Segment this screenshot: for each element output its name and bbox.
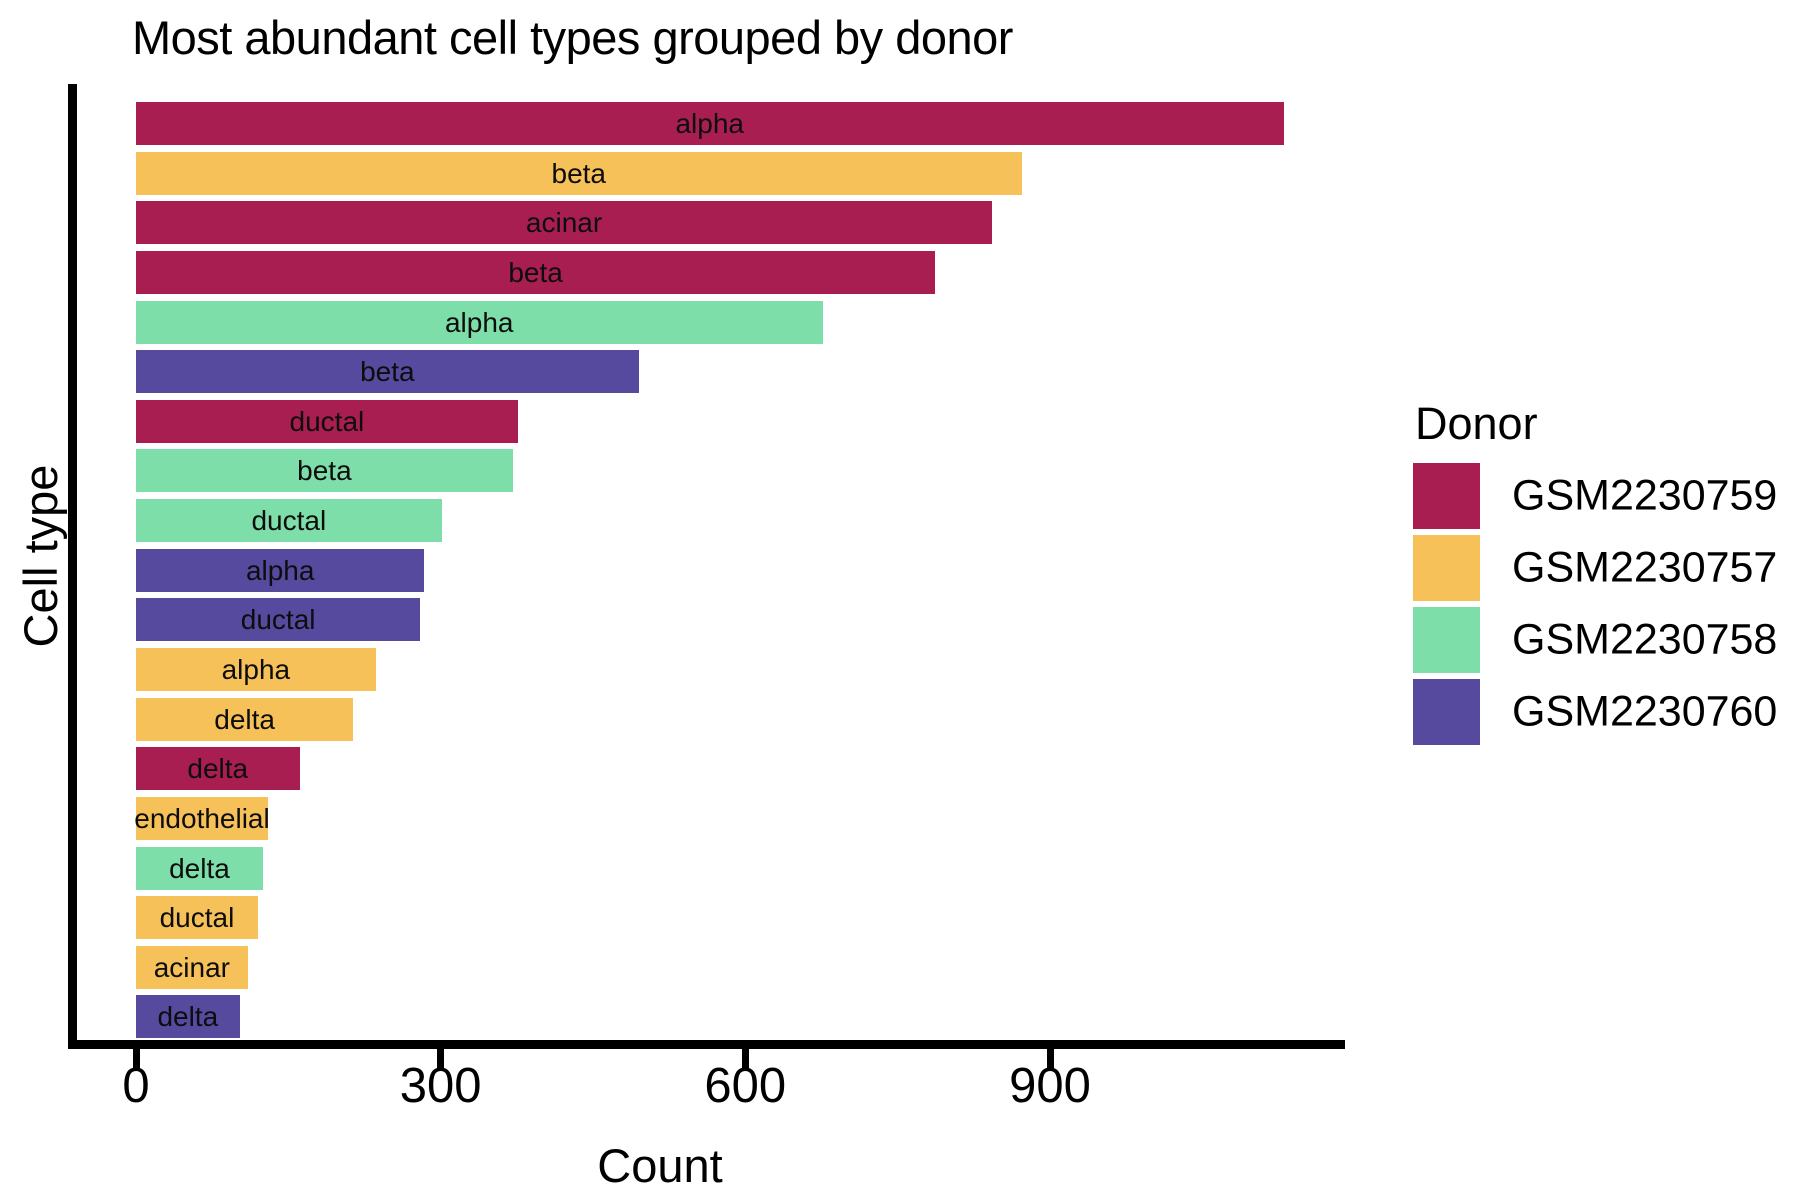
bar-label: delta	[169, 852, 230, 884]
legend-entry-GSM2230758: GSM2230758	[1408, 607, 1788, 673]
legend-entry-GSM2230757: GSM2230757	[1408, 535, 1788, 601]
legend-label: GSM2230758	[1512, 615, 1778, 664]
bar-label: ductal	[159, 902, 235, 934]
bar-label: beta	[297, 455, 352, 487]
legend-swatch	[1413, 535, 1480, 601]
bar-delta-GSM2230757: delta	[136, 697, 354, 741]
bar-label: alpha	[675, 108, 744, 139]
bar-label: alpha	[444, 306, 514, 338]
bar-ductal-GSM2230760: ductal	[136, 598, 421, 642]
bar-beta-GSM2230759: beta	[136, 250, 936, 294]
y-axis-title: Cell type	[14, 464, 67, 648]
bar-label: beta	[551, 157, 607, 189]
bar-delta-GSM2230760: delta	[136, 995, 240, 1039]
bar-label: delta	[187, 753, 249, 785]
bar-beta-GSM2230757: beta	[136, 151, 1022, 195]
x-tick	[1046, 1049, 1054, 1070]
bar-beta-GSM2230758: beta	[136, 449, 513, 493]
bar-endothelial-GSM2230757: endothelial	[134, 796, 270, 840]
bar-alpha-GSM2230758: alpha	[136, 300, 823, 344]
bar-label: delta	[214, 703, 275, 735]
bar-ductal-GSM2230759: ductal	[136, 399, 518, 443]
legend-swatch	[1413, 607, 1480, 673]
x-axis-title: Count	[597, 1139, 723, 1192]
x-tick	[437, 1049, 445, 1070]
bar-label: delta	[157, 1001, 219, 1033]
bar-ductal-GSM2230757: ductal	[136, 896, 258, 940]
bar-alpha-GSM2230759: alpha	[136, 102, 1284, 145]
bar-label: acinar	[153, 951, 230, 983]
bar-label: ductal	[289, 405, 365, 437]
bar-delta-GSM2230759: delta	[136, 747, 300, 791]
bar-alpha-GSM2230757: alpha	[136, 647, 376, 691]
legend-title: Donor	[1415, 398, 1538, 449]
x-tick-label: 600	[704, 1059, 787, 1113]
bar-alpha-GSM2230760: alpha	[136, 548, 425, 592]
x-tick-label: 900	[1009, 1059, 1091, 1113]
bar-label: endothelial	[134, 802, 270, 834]
legend-entry-GSM2230760: GSM2230760	[1408, 679, 1788, 745]
x-tick-label: 0	[122, 1059, 150, 1113]
legend-swatch	[1413, 463, 1480, 529]
bar-label: ductal	[251, 505, 327, 536]
bar-label: alpha	[221, 653, 291, 685]
x-tick-label: 300	[399, 1059, 482, 1113]
bar-label: beta	[508, 256, 563, 288]
bar-beta-GSM2230760: beta	[136, 350, 639, 394]
x-tick	[741, 1049, 749, 1070]
y-axis-line	[68, 84, 77, 1048]
x-axis-line	[68, 1040, 1345, 1049]
bar-label: alpha	[245, 554, 315, 586]
bar-acinar-GSM2230759: acinar	[136, 201, 993, 245]
chart-title: Most abundant cell types grouped by dono…	[132, 11, 1013, 64]
legend-label: GSM2230760	[1512, 687, 1778, 736]
legend-label: GSM2230759	[1512, 471, 1778, 520]
legend-entry-GSM2230759: GSM2230759	[1408, 463, 1788, 529]
bar-label: beta	[360, 356, 415, 388]
bar-ductal-GSM2230758: ductal	[136, 499, 442, 542]
bar-acinar-GSM2230757: acinar	[136, 945, 248, 989]
legend-swatch	[1413, 679, 1480, 745]
x-tick	[132, 1049, 140, 1070]
bar-label: ductal	[240, 604, 316, 636]
bar-label: acinar	[525, 207, 603, 239]
legend-label: GSM2230757	[1512, 543, 1778, 592]
bar-delta-GSM2230758: delta	[136, 846, 263, 890]
